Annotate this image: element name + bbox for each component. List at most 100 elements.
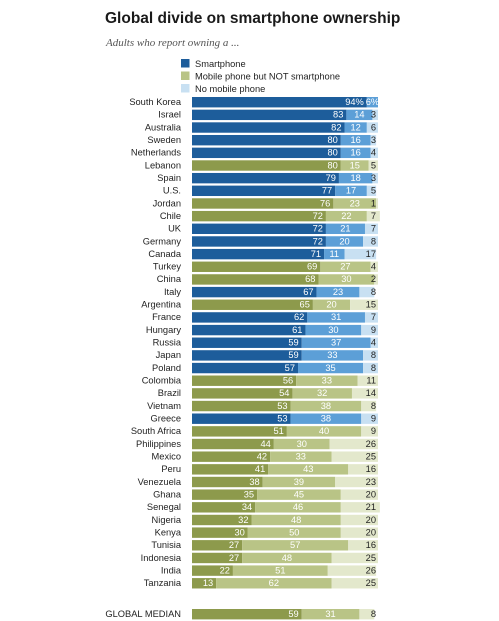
value-label-smartphone: 53 [277, 414, 287, 424]
bar-segment-mobile [301, 337, 371, 348]
bar-segment-mobile [290, 413, 362, 424]
bar-segment-mobile [298, 362, 364, 374]
category-label: Japan [156, 350, 181, 360]
category-label: Mexico [152, 451, 181, 461]
bar-segment-none [374, 274, 378, 285]
value-label-none: 25 [366, 451, 376, 461]
value-label-none: 17 [366, 249, 376, 259]
bar-segment-smartphone [192, 122, 345, 133]
value-label-mobile: 32 [317, 388, 327, 398]
category-label: South Africa [131, 426, 182, 436]
category-label: South Korea [129, 97, 182, 107]
value-label-smartphone: 13 [203, 578, 213, 588]
bar-segment-smartphone [192, 185, 336, 197]
bar-segment-none [366, 210, 380, 222]
bar-segment-smartphone [192, 198, 334, 209]
bar-segment-none [350, 299, 378, 310]
bar-segment-mobile [257, 489, 341, 500]
category-label: Russia [153, 338, 182, 348]
bar-segment-smartphone [192, 489, 258, 500]
value-label-smartphone: 67 [303, 287, 313, 297]
category-label: Brazil [158, 388, 181, 398]
bar-segment-none [348, 540, 378, 551]
value-label-smartphone: 35 [244, 489, 254, 499]
value-label-mobile: 57 [290, 540, 300, 550]
value-label-smartphone: 62 [294, 312, 304, 322]
value-label-smartphone: 59 [288, 338, 298, 348]
value-label-none: 20 [366, 489, 376, 499]
value-label-smartphone: 59 [288, 350, 298, 360]
chart-title: Global divide on smartphone ownership [105, 10, 401, 27]
value-label-none: 16 [366, 540, 376, 550]
value-label-none: 25 [366, 553, 376, 563]
value-label-mobile: 23 [350, 198, 360, 208]
bar-segment-none [376, 198, 378, 209]
value-label-mobile: 14 [354, 110, 364, 120]
bar-segment-none [331, 451, 378, 462]
bar-segment-mobile [335, 185, 367, 197]
value-label-none: 8 [371, 401, 376, 411]
bar-segment-smartphone [192, 210, 326, 222]
bar-segment-none [361, 426, 378, 437]
bar-segment-none [370, 261, 378, 272]
value-label-none: 9 [371, 325, 376, 335]
value-label-none: 9 [371, 414, 376, 424]
value-label-smartphone: 83 [333, 110, 343, 120]
value-label-smartphone: 61 [292, 325, 302, 335]
bar-segment-none [359, 609, 375, 620]
value-label-none: 5 [371, 186, 376, 196]
value-label-mobile: 30 [297, 439, 307, 449]
value-label-none: 25 [366, 578, 376, 588]
value-label-mobile: 48 [291, 515, 301, 525]
value-label-mobile: 40 [319, 426, 329, 436]
value-label-smartphone: 65 [300, 300, 310, 310]
value-label-smartphone: 53 [277, 401, 287, 411]
bar-segment-none [364, 312, 378, 323]
value-label-smartphone: 72 [313, 236, 323, 246]
value-label-none: 3 [371, 135, 376, 145]
bar-segment-mobile [344, 122, 367, 133]
value-label-smartphone: 68 [305, 274, 315, 284]
category-label: Tunisia [151, 540, 181, 550]
value-label-mobile: 31 [331, 312, 341, 322]
bar-segment-none [370, 337, 378, 348]
value-label-smartphone: 54 [279, 388, 289, 398]
bar-segment-smartphone [192, 552, 243, 564]
category-label: U.S. [163, 186, 181, 196]
bar-segment-none [357, 375, 378, 386]
value-label-none: 4 [371, 262, 376, 272]
value-label-none: 21 [366, 502, 376, 512]
value-label-mobile: 30 [341, 274, 351, 284]
bar-segment-mobile [242, 552, 332, 564]
bar-segment-smartphone [192, 451, 271, 462]
value-label-mobile: 16 [351, 148, 361, 158]
category-label: Argentina [141, 300, 182, 310]
bar-segment-smartphone [192, 261, 321, 272]
category-label: Netherlands [131, 148, 181, 158]
value-label-none: 16 [366, 464, 376, 474]
bar-segment-smartphone [192, 400, 291, 412]
bar-segment-smartphone [192, 476, 263, 488]
bar-segment-smartphone [192, 286, 317, 298]
bar-segment-smartphone [192, 438, 274, 450]
category-label: Jordan [153, 198, 181, 208]
category-label: Senegal [147, 502, 181, 512]
value-label-none: 14 [366, 388, 376, 398]
bar-segment-mobile [312, 299, 351, 310]
bar-segment-smartphone [192, 134, 341, 146]
bar-segment-smartphone [192, 426, 287, 437]
category-label: Spain [157, 173, 181, 183]
bar-segment-smartphone [192, 223, 326, 234]
bar-segment-mobile [340, 147, 371, 159]
value-label-smartphone: 30 [234, 527, 244, 537]
value-label-mobile: 37 [331, 338, 341, 348]
bar-segment-mobile [346, 109, 373, 121]
value-label-none: 2 [371, 274, 376, 284]
value-label-mobile: 33 [327, 350, 337, 360]
category-label: Kenya [155, 527, 182, 537]
value-label-smartphone: 27 [229, 540, 239, 550]
bar-segment-none [372, 172, 378, 184]
bar-segment-smartphone [192, 337, 302, 348]
bar-segment-mobile [316, 286, 360, 298]
